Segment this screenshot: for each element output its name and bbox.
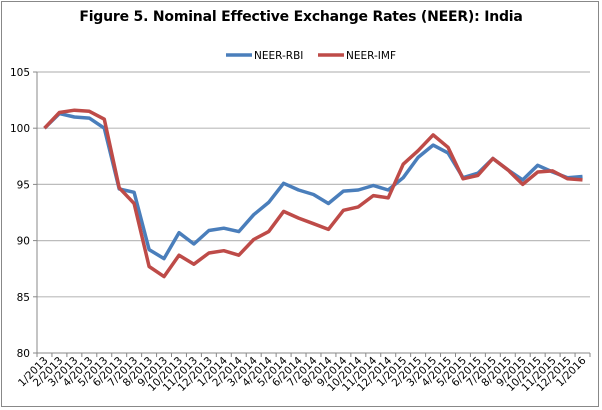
legend: NEER-RBI NEER-IMF bbox=[226, 50, 396, 62]
y-tick-label: 90 bbox=[17, 236, 30, 248]
legend-label-neer-imf: NEER-IMF bbox=[346, 50, 396, 62]
legend-label-neer-rbi: NEER-RBI bbox=[254, 50, 303, 62]
series-lines bbox=[43, 108, 583, 279]
y-tick-label: 80 bbox=[17, 348, 30, 360]
series-line-neer-rbi bbox=[43, 111, 583, 261]
y-tick-label: 95 bbox=[17, 179, 30, 191]
y-tick-label: 85 bbox=[17, 292, 30, 304]
gridlines bbox=[37, 71, 590, 298]
y-tick-label: 100 bbox=[10, 123, 30, 135]
y-axis: 80 85 90 95 100 105 bbox=[10, 67, 38, 360]
chart-title: Figure 5. Nominal Effective Exchange Rat… bbox=[79, 9, 523, 25]
y-tick-label: 105 bbox=[10, 67, 30, 79]
x-axis: 1/20132/20133/20134/20135/20136/20137/20… bbox=[16, 352, 591, 394]
